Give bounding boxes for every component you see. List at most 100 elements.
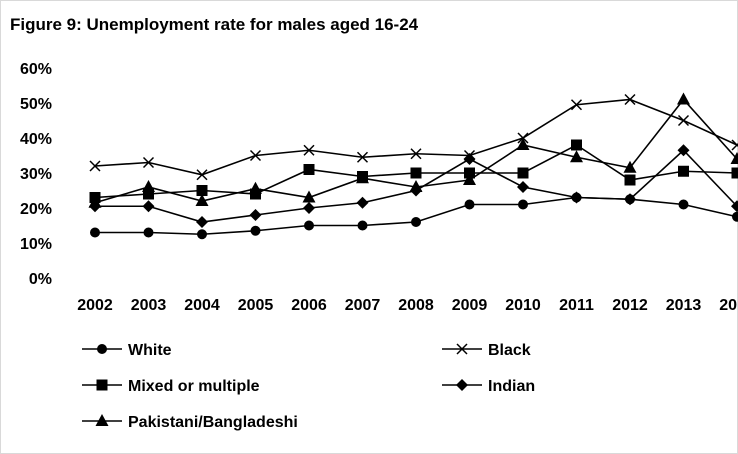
data-point-pakistani-bangladeshi xyxy=(730,152,738,164)
data-point-white xyxy=(250,225,261,236)
data-point-white xyxy=(197,229,207,240)
data-point-indian xyxy=(731,200,738,213)
legend-marker-white xyxy=(97,344,107,354)
data-point-pakistani-bangladeshi xyxy=(570,150,583,163)
legend-label: Pakistani/Bangladeshi xyxy=(128,414,298,431)
data-point-mixed-or-multiple xyxy=(517,167,529,179)
legend-item-indian: Indian xyxy=(442,378,535,395)
data-point-black xyxy=(731,139,738,151)
data-point-black xyxy=(303,144,315,156)
legend-marker-pakistani-bangladeshi xyxy=(95,414,109,426)
x-tick-label: 2012 xyxy=(612,297,648,314)
data-point-black xyxy=(249,149,262,162)
data-point-pakistani-bangladeshi xyxy=(142,180,155,192)
legend-label: White xyxy=(128,342,172,359)
data-point-pakistani-bangladeshi xyxy=(463,173,476,185)
legend: White Black Mixed or multiple Indian Pakista… xyxy=(82,342,535,431)
x-tick-label: 2004 xyxy=(184,297,220,314)
data-point-black xyxy=(89,160,101,172)
series-lines xyxy=(94,98,738,236)
data-point-mixed-or-multiple xyxy=(571,139,582,151)
y-tick-label: 10% xyxy=(20,236,52,253)
y-tick-label: 40% xyxy=(20,131,52,148)
x-tick-label: 2011 xyxy=(559,297,594,314)
series-line-black xyxy=(94,98,738,176)
data-point-pakistani-bangladeshi xyxy=(249,181,262,194)
x-tick-label: 2003 xyxy=(131,297,167,314)
data-point-indian xyxy=(463,153,476,165)
y-tick-label: 50% xyxy=(20,96,52,113)
x-tick-label: 2008 xyxy=(398,297,434,314)
data-point-mixed-or-multiple xyxy=(250,188,261,200)
data-point-mixed-or-multiple xyxy=(143,188,154,200)
data-point-pakistani-bangladeshi xyxy=(195,194,209,206)
data-point-black xyxy=(410,148,422,160)
data-point-mixed-or-multiple xyxy=(731,167,738,179)
y-axis-ticks: 0% 10% 20% 30% 40% 50% 60% xyxy=(20,61,52,288)
data-point-pakistani-bangladeshi xyxy=(516,138,530,150)
data-point-pakistani-bangladeshi xyxy=(302,190,316,203)
y-tick-label: 30% xyxy=(20,166,52,183)
y-tick-label: 20% xyxy=(20,201,52,218)
data-point-black xyxy=(142,156,155,169)
data-point-black xyxy=(196,169,208,181)
data-point-white xyxy=(90,227,100,238)
data-point-mixed-or-multiple xyxy=(303,164,315,175)
x-tick-label: 2013 xyxy=(666,297,702,314)
x-tick-label: 2002 xyxy=(77,297,113,314)
series-line-white xyxy=(95,196,738,236)
y-tick-label: 60% xyxy=(20,61,52,78)
data-point-black xyxy=(677,114,690,127)
data-point-indian xyxy=(303,202,315,214)
data-point-mixed-or-multiple xyxy=(624,174,636,186)
data-point-black xyxy=(570,99,583,111)
data-point-white xyxy=(304,220,314,231)
data-point-indian xyxy=(517,181,529,193)
x-tick-label: 2005 xyxy=(238,297,274,314)
legend-item-black: Black xyxy=(442,342,531,359)
data-point-pakistani-bangladeshi xyxy=(356,171,369,184)
data-point-indian xyxy=(196,216,208,228)
legend-label: Black xyxy=(488,342,531,359)
chart-title: Figure 9: Unemployment rate for males ag… xyxy=(10,15,419,34)
x-tick-label: 2010 xyxy=(505,297,541,314)
data-point-mixed-or-multiple xyxy=(678,165,689,177)
data-point-white xyxy=(732,211,738,222)
legend-item-pakistani-bangladeshi: Pakistani/Bangladeshi xyxy=(82,414,298,431)
data-point-pakistani-bangladeshi xyxy=(409,180,423,192)
x-tick-label: 2009 xyxy=(452,297,488,314)
x-axis-ticks: 2002 2003 2004 2005 2006 2007 2008 2009 2010 2011… xyxy=(77,297,738,314)
series-markers xyxy=(88,92,738,240)
x-tick-label: 2014 xyxy=(719,297,738,314)
y-tick-label: 0% xyxy=(29,271,52,288)
data-point-white xyxy=(678,199,689,210)
data-point-pakistani-bangladeshi xyxy=(677,92,690,105)
x-tick-label: 2006 xyxy=(291,297,327,314)
legend-marker-black xyxy=(456,343,468,355)
data-point-white xyxy=(143,227,154,238)
legend-item-white: White xyxy=(82,342,172,359)
data-point-black xyxy=(624,93,636,106)
data-point-mixed-or-multiple xyxy=(410,167,422,179)
data-point-indian xyxy=(142,200,155,213)
data-point-white xyxy=(357,220,368,231)
legend-marker-indian xyxy=(456,379,468,391)
x-tick-label: 2007 xyxy=(345,297,381,314)
legend-marker-mixed-or-multiple xyxy=(96,379,108,391)
data-point-white xyxy=(464,199,475,210)
data-point-pakistani-bangladeshi xyxy=(623,160,637,173)
data-point-mixed-or-multiple xyxy=(196,185,208,196)
legend-label: Mixed or multiple xyxy=(128,378,260,395)
data-point-indian xyxy=(624,193,636,206)
data-point-white xyxy=(411,217,421,227)
data-point-indian xyxy=(356,196,369,209)
data-point-white xyxy=(518,199,528,210)
data-point-indian xyxy=(249,209,262,221)
legend-item-mixed-or-multiple: Mixed or multiple xyxy=(82,378,260,395)
legend-label: Indian xyxy=(488,378,535,395)
data-point-pakistani-bangladeshi xyxy=(88,195,102,208)
data-point-black xyxy=(356,151,369,163)
data-point-indian xyxy=(677,144,690,157)
